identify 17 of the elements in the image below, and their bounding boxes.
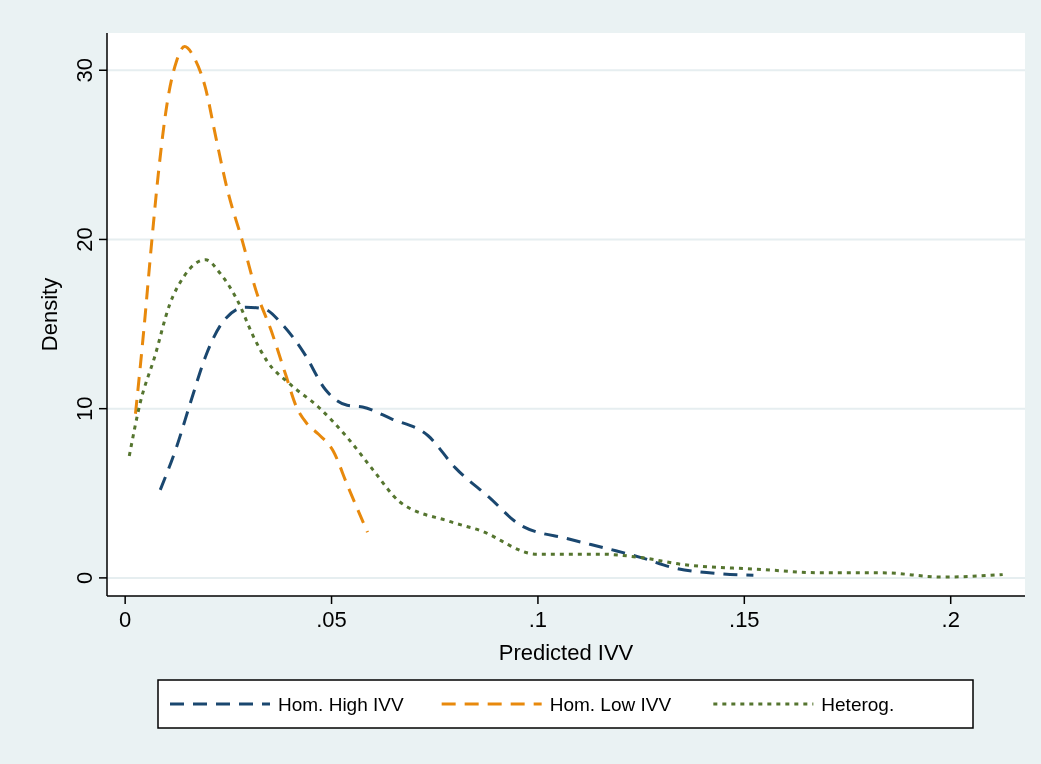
line-series [127, 258, 1005, 579]
x-tick-label: .1 [528, 607, 548, 632]
line-series [133, 45, 369, 534]
legend-label: Hom. High IVV [278, 694, 404, 715]
y-axis-title: Density [37, 277, 62, 352]
legend-label: Heterog. [821, 694, 895, 715]
y-tick-label: 20 [72, 227, 97, 252]
line-series [158, 305, 755, 577]
x-tick-label: .15 [729, 607, 760, 632]
legend-label: Hom. Low IVV [549, 694, 672, 715]
x-tick-label: 0 [119, 607, 132, 632]
y-tick-label: 0 [72, 571, 97, 585]
y-tick-label: 30 [72, 57, 97, 83]
y-tick-label: 10 [72, 396, 97, 421]
x-tick-label: .2 [941, 607, 960, 632]
x-tick-label: .05 [316, 607, 347, 632]
x-axis-title: Predicted IVV [498, 640, 634, 665]
